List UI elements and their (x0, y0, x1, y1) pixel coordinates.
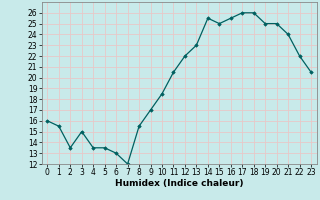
X-axis label: Humidex (Indice chaleur): Humidex (Indice chaleur) (115, 179, 244, 188)
